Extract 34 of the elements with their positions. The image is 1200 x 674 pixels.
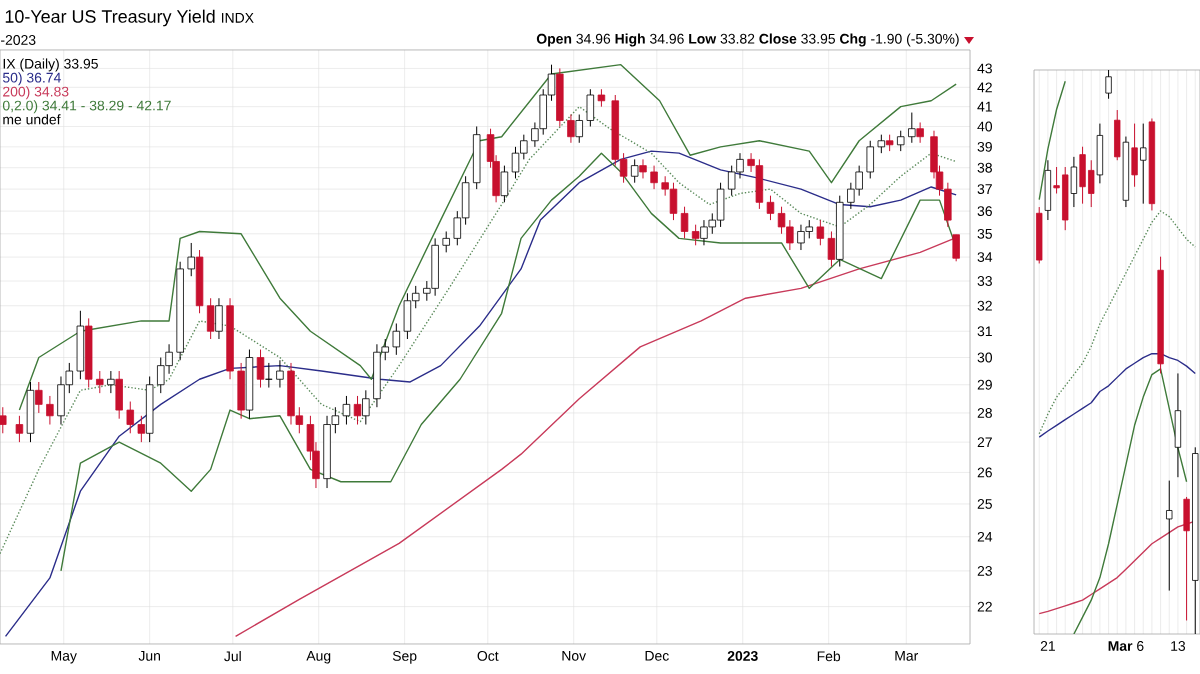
candlestick xyxy=(1070,156,1078,208)
candlestick xyxy=(1114,109,1121,161)
candlestick xyxy=(1174,372,1182,478)
candlestick xyxy=(215,297,223,340)
candlestick xyxy=(1166,480,1173,592)
candlestick xyxy=(1044,159,1052,221)
line-series xyxy=(60,152,957,572)
candlestick xyxy=(1105,69,1112,100)
candlestick xyxy=(1096,123,1104,184)
candlestick xyxy=(256,349,265,389)
candlestick xyxy=(353,395,362,426)
candlestick xyxy=(1131,123,1138,188)
candlestick xyxy=(0,406,7,434)
candlestick xyxy=(797,224,805,251)
candlestick xyxy=(287,362,295,426)
chart-title: 10-Year US Treasury Yield xyxy=(5,9,215,27)
candlestick xyxy=(276,359,284,389)
candlestick xyxy=(57,375,65,426)
candlestick xyxy=(669,182,678,221)
candlestick xyxy=(916,121,924,144)
candlestick xyxy=(107,370,115,394)
candlestick xyxy=(630,158,639,184)
candlestick xyxy=(700,219,708,246)
line-series xyxy=(234,236,957,638)
candlestick xyxy=(500,165,509,203)
candlestick xyxy=(1140,123,1147,205)
candlestick xyxy=(786,219,794,251)
candlestick xyxy=(1036,206,1043,264)
candlestick xyxy=(1183,496,1190,621)
candlestick xyxy=(511,146,520,179)
candlestick xyxy=(15,415,24,443)
candlestick xyxy=(952,234,960,262)
candlestick xyxy=(26,381,35,443)
line-series xyxy=(4,150,957,638)
